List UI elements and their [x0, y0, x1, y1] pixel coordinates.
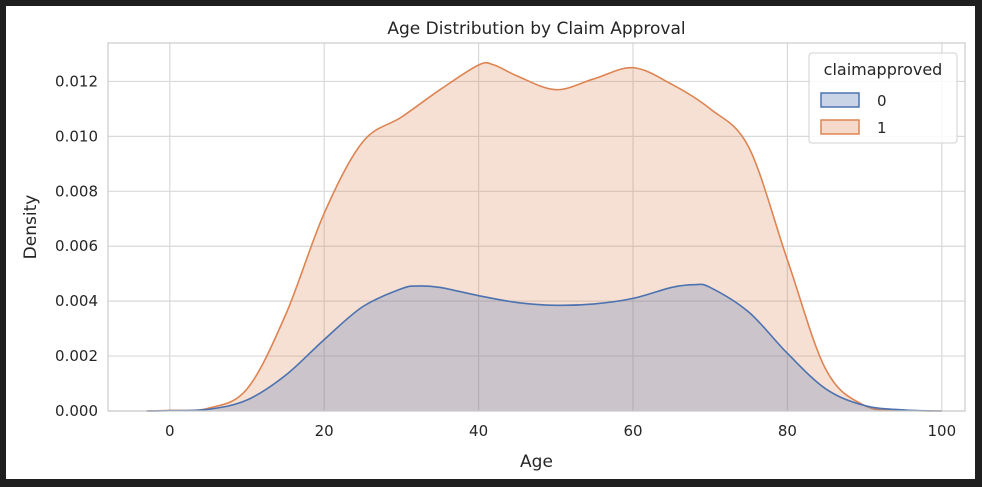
chart-frame: 0 20 40 60 80 100 0.000 0.002 0.004 0.006 0.008 0.…: [6, 6, 975, 479]
y-tick-label: 0.004: [55, 292, 98, 310]
legend: claimapproved 01: [808, 52, 958, 144]
chart-title: Age Distribution by Claim Approval: [387, 19, 685, 39]
x-tick-label: 40: [469, 422, 488, 440]
density-line-series-0: [146, 283, 942, 412]
density-fill-series-0: [146, 284, 942, 411]
legend-title: claimapproved: [824, 60, 943, 79]
legend-items: 01: [820, 92, 887, 137]
x-tick-labels: 0 20 40 60 80 100: [165, 422, 956, 440]
density-fill-series-1: [146, 62, 942, 411]
plot-border: [107, 42, 966, 412]
y-tick-label: 0.000: [55, 402, 98, 420]
y-tick-labels: 0.000 0.002 0.004 0.006 0.008 0.010 0.012: [55, 72, 98, 420]
x-axis-label: Age: [520, 452, 553, 472]
legend-swatch-1: [820, 119, 860, 135]
x-tick-label: 20: [315, 422, 334, 440]
density-areas: [146, 61, 942, 412]
y-tick-label: 0.008: [55, 182, 98, 200]
y-tick-label: 0.006: [55, 237, 98, 255]
x-tick-label: 100: [928, 422, 957, 440]
density-chart: 0 20 40 60 80 100 0.0000.0020.0040.0060.0080.…: [21, 19, 966, 472]
x-tick-label: 80: [778, 422, 797, 440]
legend-label-1: 1: [877, 119, 887, 137]
legend-label-0: 0: [877, 92, 887, 110]
x-tick-label: 0: [165, 422, 175, 440]
y-tick-label: 0.010: [55, 127, 98, 145]
y-tick-label: 0.002: [55, 347, 98, 365]
y-tick-label: 0.012: [55, 72, 98, 90]
density-line-series-1: [146, 61, 942, 412]
x-tick-label: 60: [623, 422, 642, 440]
y-axis-label: Density: [21, 195, 41, 260]
legend-swatch-0: [820, 92, 860, 108]
